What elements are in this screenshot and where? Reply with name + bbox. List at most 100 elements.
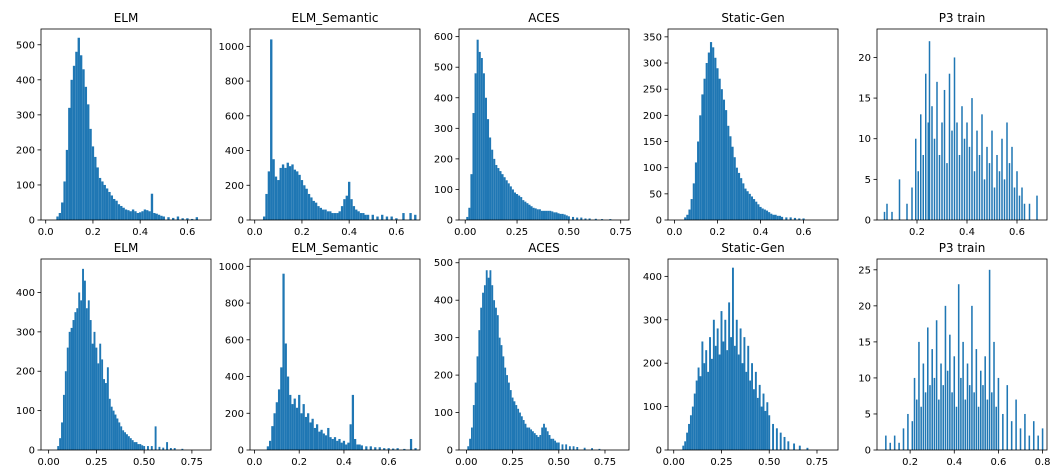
histogram-bar [893, 435, 896, 450]
histogram-bar [491, 149, 494, 220]
y-tick-label: 25 [858, 265, 871, 276]
histogram-bar [906, 203, 908, 220]
y-tick-label: 15 [858, 337, 871, 348]
x-tick-label: 0.2 [710, 227, 726, 238]
histogram-bar [359, 213, 363, 220]
histogram-bar [709, 42, 713, 220]
histogram-bar [710, 358, 713, 450]
histogram-bar [692, 183, 695, 220]
histogram-bar [953, 57, 956, 221]
y-tick-label: 100 [16, 406, 35, 417]
histogram-bar [284, 343, 287, 450]
histogram-bar [472, 405, 475, 450]
subplot-1-3: 0.00 0.25 0.50 0.75 0 100 200 300 400 500 600 ACES [434, 11, 632, 238]
histogram-bar [682, 445, 685, 450]
histogram-bar [195, 217, 199, 220]
x-tick-label: 0.6 [1009, 227, 1025, 238]
y-tick-label: 400 [225, 372, 244, 383]
histogram-bar [312, 200, 315, 220]
y-tick-label: 350 [643, 32, 662, 43]
histogram-bar [731, 146, 734, 220]
histogram-bar [964, 399, 967, 450]
histogram-bar [705, 350, 708, 450]
histogram-bar [190, 218, 194, 220]
histogram-bar [991, 392, 993, 450]
histogram-bar [571, 216, 575, 220]
x-tick-label: 0.50 [548, 457, 570, 468]
histogram-bar [768, 415, 771, 450]
subplot-title: Static-Gen [721, 241, 784, 255]
histogram-bar [520, 197, 523, 220]
histogram-bar [474, 382, 477, 450]
histogram-bar [531, 431, 534, 450]
histogram-bar [749, 380, 752, 450]
histogram-bar [741, 363, 744, 450]
histogram-bar [727, 125, 730, 220]
histogram-bar [1021, 187, 1023, 220]
histogram-bar [472, 113, 475, 220]
histogram-bar [534, 208, 537, 220]
x-tick-label: 0.25 [506, 227, 528, 238]
histogram-bar [64, 371, 67, 450]
y-tick-label: 300 [16, 327, 35, 338]
histogram-bar [759, 206, 762, 220]
histogram-bar [314, 202, 318, 220]
histogram-bar [265, 193, 268, 220]
histogram-bar [776, 215, 779, 220]
histogram-bar [98, 177, 102, 220]
histogram-bar [530, 429, 532, 450]
histogram-bar [924, 392, 927, 450]
histogram-bar [693, 393, 696, 450]
histogram-bar [134, 211, 137, 220]
y-tick-label: 200 [225, 181, 244, 192]
axes-frame [40, 258, 212, 451]
histogram-bar [499, 171, 502, 220]
histogram-bar [948, 73, 951, 220]
y-tick-label: 200 [225, 409, 244, 420]
y-tick-label: 100 [434, 408, 453, 419]
histogram-bar [280, 367, 283, 450]
histogram-bar [960, 377, 962, 450]
y-tick-label: 0 [447, 446, 453, 457]
histogram-bar [770, 213, 773, 220]
histogram-bar [524, 423, 527, 450]
histogram-bar [913, 377, 916, 450]
histogram-bar [84, 86, 88, 220]
histogram-bar [402, 213, 405, 220]
axes-frame [667, 258, 839, 451]
histogram-bar [87, 300, 90, 450]
histogram-bar [730, 337, 732, 450]
histogram-bar [286, 162, 289, 220]
histogram-bar [747, 345, 750, 450]
histogram-bar [154, 426, 157, 450]
histogram-bar [772, 423, 775, 450]
histogram-bar [584, 218, 587, 220]
histogram-bar [725, 110, 728, 220]
subplot-1-5: 0.2 0.4 0.6 0 5 10 15 20 P3 train [858, 11, 1048, 238]
histogram-bar [101, 359, 104, 450]
histogram-bar [500, 345, 503, 450]
histogram-bar [977, 406, 980, 450]
x-tick-label: 0.0 [667, 227, 683, 238]
histogram-bar [61, 202, 64, 220]
x-tick-label: 0.2 [902, 457, 918, 468]
histogram-bar [885, 435, 887, 450]
histogram-bar [324, 435, 328, 450]
histogram-bar [484, 97, 487, 220]
histogram-bar [352, 206, 356, 220]
histogram-bar [694, 162, 698, 220]
subplot-title: P3 train [939, 241, 986, 255]
histogram-bar [82, 268, 84, 450]
axes-frame [876, 258, 1048, 451]
histogram-bar [966, 122, 968, 220]
histogram-bar [1023, 203, 1026, 220]
histogram-bar [126, 434, 128, 450]
histogram-bar [340, 442, 343, 450]
histogram-bar [688, 423, 690, 450]
histogram-bar [376, 216, 379, 220]
histogram-bar [935, 320, 938, 450]
histogram-bar [56, 216, 59, 220]
histogram-bar [971, 305, 973, 450]
histogram-bar [722, 341, 725, 450]
